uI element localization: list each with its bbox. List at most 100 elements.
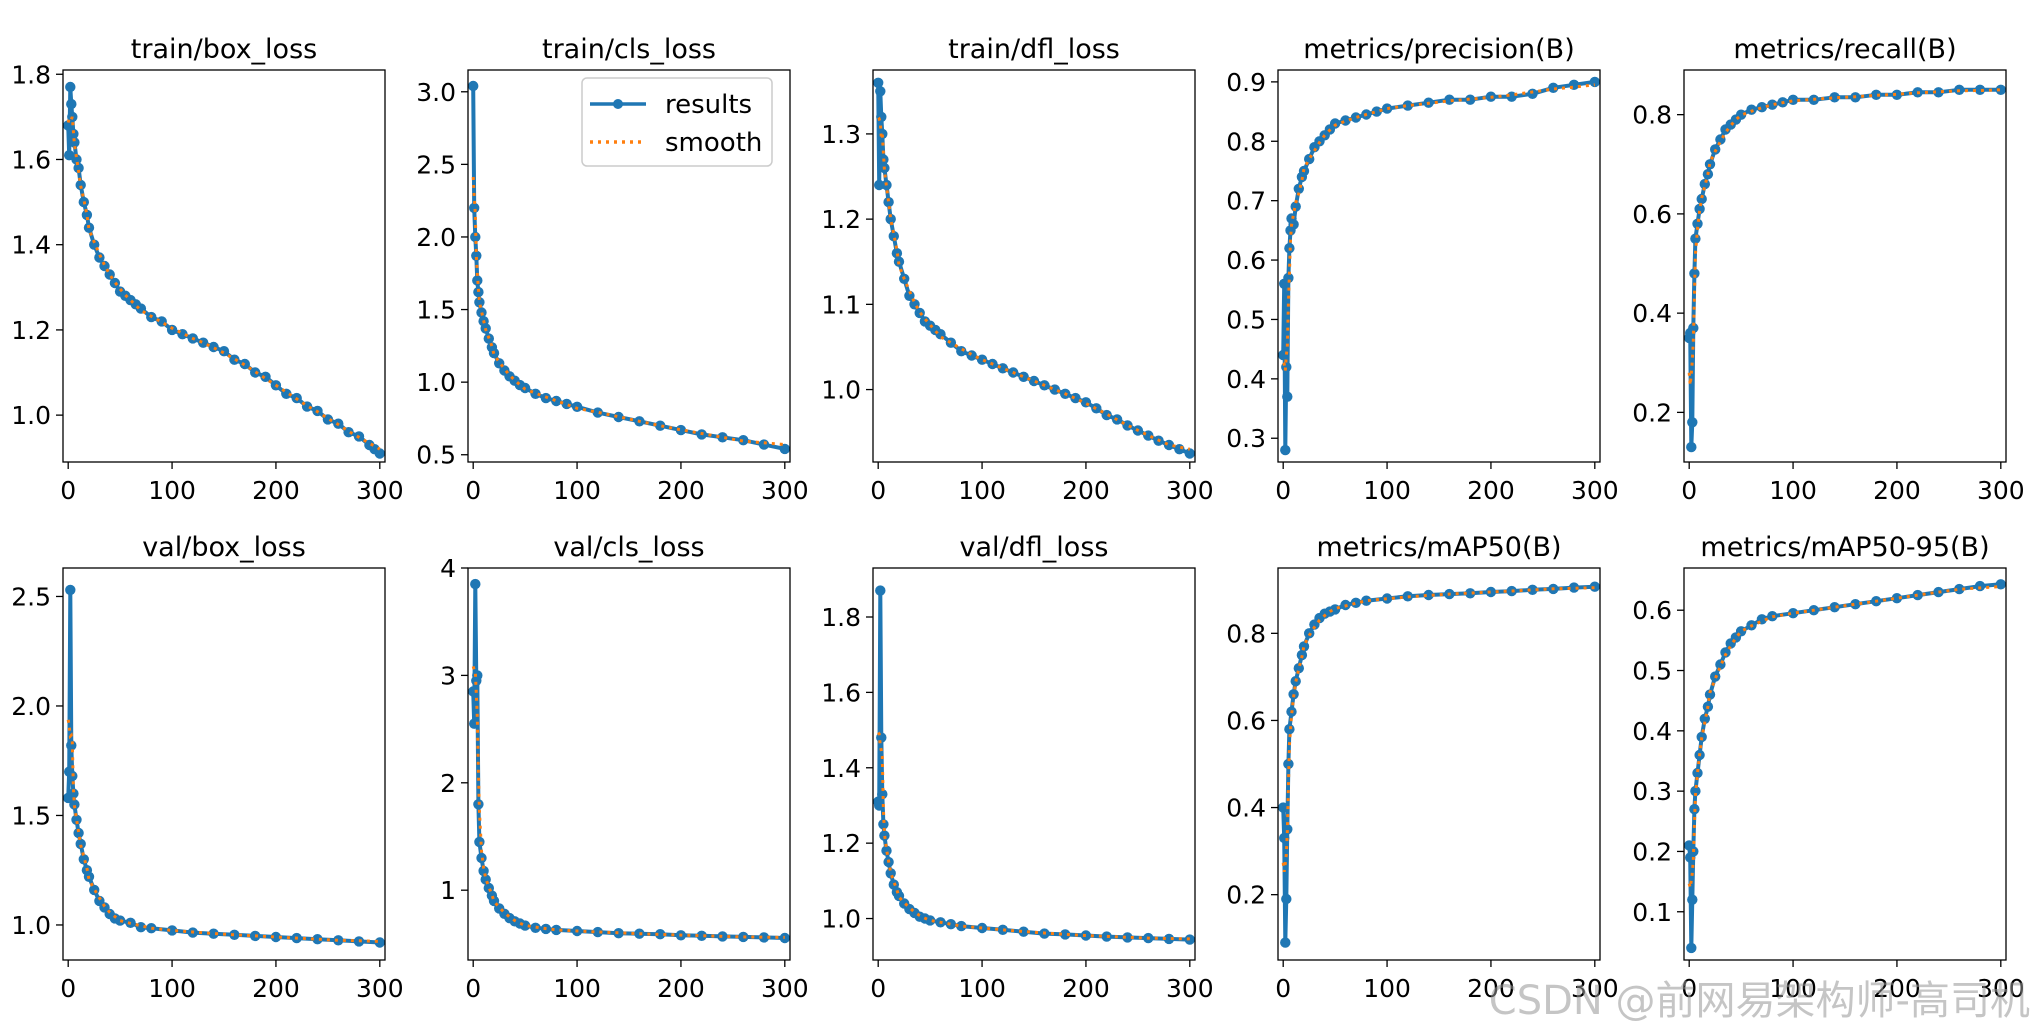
- results-point: [1381, 593, 1393, 604]
- x-tick-label: 200: [1467, 974, 1515, 1003]
- x-tick-label: 200: [252, 974, 300, 1003]
- results-point: [1686, 441, 1697, 453]
- results-point: [779, 443, 790, 455]
- results-point: [468, 686, 479, 697]
- results-point: [1933, 87, 1944, 98]
- x-tick-label: 100: [1363, 476, 1411, 505]
- axes-frame: [467, 567, 791, 961]
- x-tick-label: 0: [465, 476, 481, 505]
- x-tick-label: 300: [1166, 476, 1214, 505]
- x-tick-label: 100: [148, 476, 196, 505]
- legend-results-label: results: [665, 90, 752, 120]
- results-point: [1787, 94, 1799, 106]
- results-point: [1281, 361, 1292, 373]
- x-tick-label: 300: [1571, 974, 1619, 1003]
- results-point: [1715, 659, 1726, 670]
- results-point: [1954, 583, 1965, 595]
- results-point: [469, 202, 480, 214]
- results-point: [1163, 933, 1175, 945]
- results-point: [956, 920, 967, 932]
- subplot-title: val/dfl_loss: [960, 532, 1109, 563]
- y-tick-label: 0.8: [1632, 101, 1672, 130]
- y-tick-label: 1.2: [11, 316, 51, 345]
- axes-frame: [62, 567, 386, 961]
- results-point: [1298, 641, 1310, 652]
- results-point: [1829, 602, 1840, 613]
- subplot-title: train/box_loss: [131, 34, 317, 65]
- results-point: [343, 427, 354, 438]
- results-point: [1174, 444, 1185, 455]
- results-point: [78, 854, 90, 865]
- results-point: [592, 926, 603, 938]
- y-tick-label: 2.0: [416, 223, 456, 252]
- y-tick-label: 0.5: [1226, 305, 1266, 334]
- y-tick-label: 0.1: [1632, 898, 1672, 927]
- smooth-line: [471, 665, 785, 939]
- subplot-title: val/box_loss: [142, 532, 306, 563]
- subplot-6: val/box_loss 0 100 200 300 1.0 1.5 2.0 2.5: [11, 532, 403, 1003]
- results-point: [312, 934, 323, 945]
- results-point: [956, 346, 967, 357]
- y-tick-label: 0.3: [1632, 777, 1672, 806]
- y-tick-label: 1.0: [821, 905, 861, 934]
- results-point: [1101, 409, 1112, 421]
- y-tick-label: 1.6: [11, 145, 51, 174]
- y-tick-label: 3: [440, 661, 456, 690]
- y-tick-label: 2.5: [416, 150, 456, 179]
- x-tick-label: 100: [1769, 476, 1817, 505]
- results-point: [218, 346, 230, 357]
- y-tick-label: 1.0: [11, 401, 51, 430]
- results-point: [62, 120, 74, 131]
- results-point: [945, 337, 957, 348]
- x-tick-label: 100: [553, 974, 601, 1003]
- y-tick-label: 1.2: [821, 829, 861, 858]
- results-point: [114, 915, 126, 926]
- smooth-line: [877, 116, 1191, 451]
- results-point: [1694, 203, 1705, 215]
- results-point: [1381, 103, 1393, 114]
- results-point: [738, 931, 749, 943]
- x-tick-label: 0: [1275, 974, 1291, 1003]
- results-point: [1690, 785, 1701, 797]
- results-point: [997, 924, 1008, 935]
- results-point: [471, 250, 482, 261]
- axes-frame: [1277, 69, 1601, 463]
- results-point: [1912, 589, 1923, 601]
- results-point: [1288, 219, 1299, 230]
- results-point: [1891, 89, 1903, 101]
- results-point: [1995, 579, 2007, 590]
- results-point: [73, 827, 84, 839]
- y-tick-label: 0.4: [1632, 717, 1672, 746]
- x-tick-label: 300: [1571, 476, 1619, 505]
- subplot-9: metrics/mAP50(B) 0 100 200 300 0.2 0.4 0.6 0.8: [1226, 532, 1618, 1003]
- results-point: [1402, 100, 1414, 111]
- results-point: [66, 740, 77, 751]
- x-tick-label: 200: [1873, 476, 1921, 505]
- results-point: [474, 836, 485, 848]
- smooth-line: [1282, 83, 1595, 371]
- results-point: [1184, 448, 1196, 459]
- subplot-title: metrics/recall(B): [1733, 34, 1956, 65]
- results-point: [530, 922, 541, 933]
- subplot-title: metrics/mAP50(B): [1316, 532, 1561, 563]
- results-point: [738, 435, 749, 446]
- y-tick-label: 0.4: [1226, 365, 1266, 394]
- results-point: [1704, 689, 1716, 700]
- results-point: [1767, 99, 1778, 110]
- results-point: [1080, 930, 1092, 941]
- x-tick-label: 0: [1275, 476, 1291, 505]
- x-tick-label: 0: [1681, 974, 1697, 1003]
- results-point: [166, 324, 178, 336]
- results-point: [468, 80, 479, 92]
- y-tick-label: 1: [440, 876, 456, 905]
- x-tick-label: 0: [465, 974, 481, 1003]
- subplot-10: metrics/mAP50-95(B) 0 100 200 300 0.1 0.2 0.3 0.…: [1632, 532, 2024, 1003]
- results-point: [1329, 118, 1341, 129]
- x-tick-label: 300: [761, 974, 809, 1003]
- results-point: [1692, 218, 1703, 229]
- results-point: [1283, 272, 1294, 284]
- results-point: [1284, 724, 1295, 735]
- y-tick-label: 4: [440, 554, 456, 583]
- smooth-line: [1687, 88, 2001, 386]
- results-point: [68, 128, 79, 140]
